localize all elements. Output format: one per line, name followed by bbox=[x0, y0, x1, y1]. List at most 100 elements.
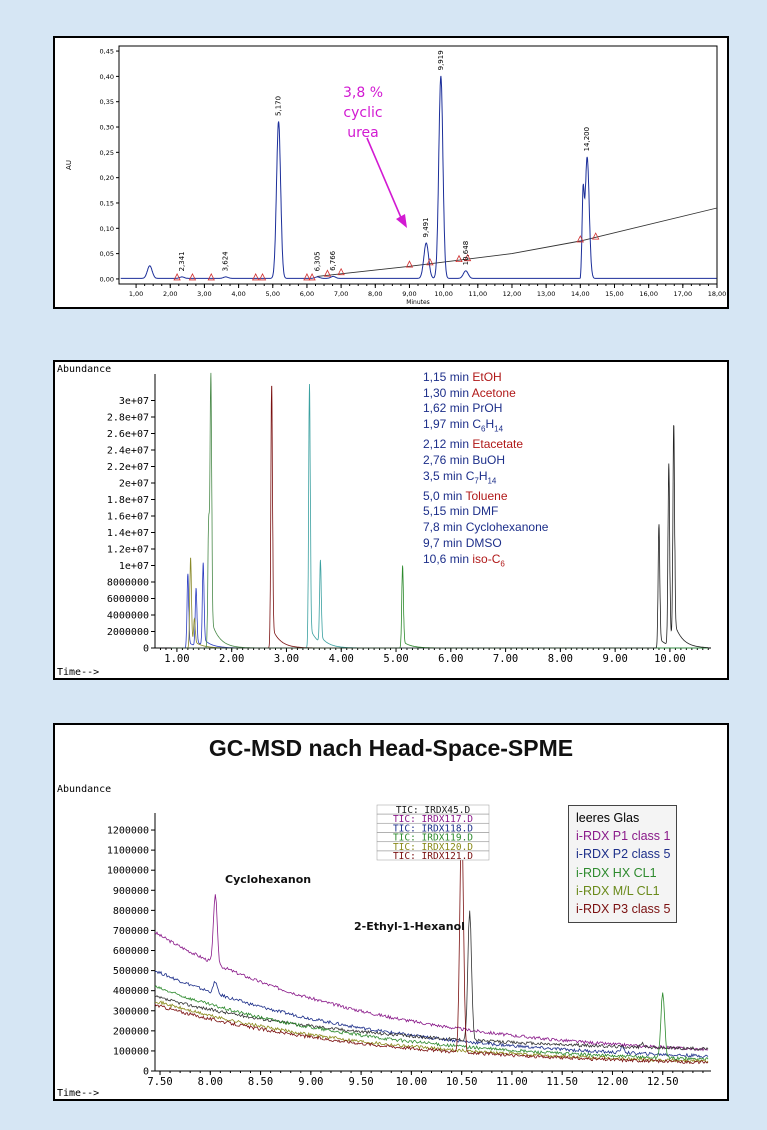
retention-time: 2,12 min bbox=[423, 437, 473, 452]
x-tick-label: 16,00 bbox=[639, 290, 658, 298]
integration-marker bbox=[405, 260, 414, 268]
legend-entry: leeres Glas bbox=[576, 811, 640, 825]
annotation-arrow-shaft bbox=[366, 137, 403, 221]
x-tick-label: 7,00 bbox=[334, 290, 348, 298]
x-tick-label: 8.00 bbox=[198, 1076, 223, 1088]
compound-subscript: 6 bbox=[481, 424, 486, 434]
x-tick-label: 7.00 bbox=[493, 653, 518, 665]
x-tick-label: 6,00 bbox=[300, 290, 314, 298]
integration-marker bbox=[308, 273, 316, 281]
plot-frame bbox=[118, 45, 718, 285]
x-tick-label: 10.50 bbox=[446, 1076, 478, 1088]
y-tick-label: 1200000 bbox=[107, 826, 149, 837]
compound-subscript: 14 bbox=[494, 424, 504, 434]
retention-time: 10,6 min bbox=[423, 551, 473, 566]
y-tick-label: 2.6e+07 bbox=[107, 429, 149, 440]
y-tick-label: 6000000 bbox=[107, 594, 149, 605]
ethylhexanol-annotation: 2-Ethyl-1-Hexanol bbox=[354, 920, 465, 933]
annotation-arrow-head bbox=[396, 214, 407, 228]
peak-label: 6,766 bbox=[329, 250, 337, 271]
series-trace bbox=[171, 424, 709, 649]
gc-chromatogram-panel: Abundance Time--> 0 2000000 4000000 6000000 80… bbox=[53, 360, 729, 680]
x-tick-label: 15,00 bbox=[605, 290, 624, 298]
compound-name: Toluene bbox=[465, 488, 508, 503]
integration-marker bbox=[303, 273, 311, 281]
y-tick-label: 2000000 bbox=[107, 627, 149, 638]
x-tick-label: 11.00 bbox=[496, 1076, 528, 1088]
legend-mask bbox=[350, 387, 422, 506]
y-tick-label: 700000 bbox=[113, 926, 149, 937]
series-trace bbox=[154, 894, 709, 1052]
tic-label: TIC: IRDX121.D bbox=[393, 851, 473, 862]
y-tick-label: 0,40 bbox=[100, 73, 114, 81]
legend-entry: 5,15 min DMF bbox=[423, 504, 548, 520]
x-tick-label: 5.00 bbox=[383, 653, 408, 665]
cyclic-urea-annotation: cyclic bbox=[343, 105, 382, 121]
x-tick-label: 11,00 bbox=[468, 290, 487, 298]
x-tick-label: 8.50 bbox=[248, 1076, 273, 1088]
x-tick-label: 2,00 bbox=[163, 290, 177, 298]
x-axis-label: Minutes bbox=[406, 299, 430, 306]
compound-subscript: 6 bbox=[500, 558, 505, 568]
series-trace bbox=[154, 910, 709, 1051]
y-tick-label: 0 bbox=[143, 1067, 149, 1078]
y-axis-label: Abundance bbox=[57, 784, 111, 795]
compound-name: Cyclohexanone bbox=[465, 520, 549, 535]
x-axis-label: Time--> bbox=[57, 1088, 99, 1099]
y-tick-label: 400000 bbox=[113, 986, 149, 997]
integration-baseline bbox=[317, 207, 718, 277]
legend-entry: 2,76 min BuOH bbox=[423, 453, 548, 469]
x-tick-label: 8,00 bbox=[368, 290, 382, 298]
legend-entry: 1,15 min EtOH bbox=[423, 370, 548, 386]
legend-entry: 1,62 min PrOH bbox=[423, 401, 548, 417]
y-tick-label: 1.8e+07 bbox=[107, 495, 149, 506]
y-tick-label: 0,05 bbox=[100, 250, 114, 258]
y-tick-label: 200000 bbox=[113, 1026, 149, 1037]
x-tick-label: 9,00 bbox=[402, 290, 416, 298]
y-tick-label: 1000000 bbox=[107, 866, 149, 877]
tic-label-box bbox=[376, 850, 490, 861]
peak-label: 2,341 bbox=[178, 251, 186, 271]
x-tick-label: 10,00 bbox=[434, 290, 453, 298]
compound-name: Acetone bbox=[471, 385, 516, 400]
y-tick-label: 2.2e+07 bbox=[107, 462, 149, 473]
x-tick-label: 17,00 bbox=[674, 290, 693, 298]
series-trace bbox=[154, 820, 709, 1065]
x-tick-label: 10.00 bbox=[654, 653, 686, 665]
x-tick-label: 12,00 bbox=[503, 290, 522, 298]
x-tick-label: 9.00 bbox=[602, 653, 627, 665]
y-tick-label: 0,10 bbox=[100, 225, 114, 233]
retention-time: 5,0 min bbox=[423, 488, 466, 503]
peak-label: 9,919 bbox=[437, 50, 445, 70]
retention-time: 1,62 min bbox=[423, 401, 473, 416]
hplc-chromatogram-panel: 0,00 0,05 0,10 0,15 0,20 0,25 0,30 0,35 0,40 0,45… bbox=[53, 36, 729, 309]
tic-label: TIC: IRDX118.D bbox=[393, 823, 473, 834]
y-tick-label: 1.6e+07 bbox=[107, 512, 149, 523]
legend-entry: 9,7 min DMSO bbox=[423, 536, 548, 552]
y-tick-label: 1100000 bbox=[107, 846, 149, 857]
compound-name: DMSO bbox=[465, 535, 502, 550]
chart-title: GC-MSD nach Head-Space-SPME bbox=[208, 735, 574, 761]
compound-name: H bbox=[485, 417, 495, 432]
tic-label: TIC: IRDX119.D bbox=[393, 833, 473, 844]
peak-label: 5,170 bbox=[275, 96, 283, 116]
peak-label: 9,491 bbox=[422, 217, 430, 237]
y-tick-label: 2.8e+07 bbox=[107, 413, 149, 424]
legend-entry: i-RDX P3 class 5 bbox=[576, 902, 671, 917]
y-tick-label: 3e+07 bbox=[119, 396, 149, 407]
retention-time: 1,30 min bbox=[423, 385, 472, 400]
integration-marker bbox=[323, 269, 332, 277]
y-tick-label: 1e+07 bbox=[119, 561, 149, 572]
y-tick-label: 0,25 bbox=[100, 149, 114, 157]
integration-marker bbox=[173, 273, 181, 281]
integration-marker bbox=[592, 232, 600, 240]
y-tick-label: 0 bbox=[143, 644, 149, 655]
x-tick-label: 14,00 bbox=[571, 290, 590, 298]
y-tick-label: 800000 bbox=[113, 906, 149, 917]
x-tick-label: 9.50 bbox=[348, 1076, 373, 1088]
gc-chromatogram-plot: Abundance Time--> 0 2000000 4000000 6000000 80… bbox=[57, 364, 711, 678]
x-tick-label: 3.00 bbox=[274, 653, 299, 665]
x-tick-label: 2.00 bbox=[219, 653, 244, 665]
series-trace bbox=[154, 985, 709, 1062]
legend-entry: 7,8 min Cyclohexanone bbox=[423, 520, 548, 536]
